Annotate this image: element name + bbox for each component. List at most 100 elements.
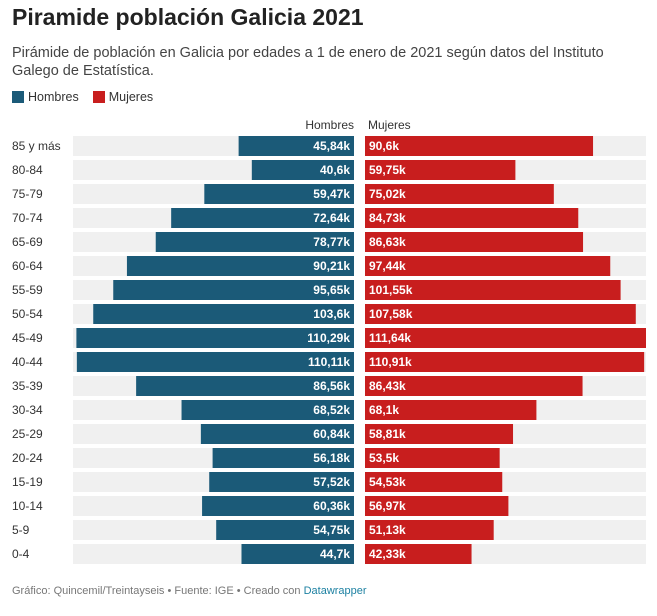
bar-hombres-15-19 xyxy=(209,472,354,492)
category-label-70-74: 70-74 xyxy=(12,211,43,225)
bar-hombres-0-4 xyxy=(241,544,354,564)
value-label-mujeres-50-54: 107,58k xyxy=(369,307,413,321)
category-label-5-9: 5-9 xyxy=(12,523,30,537)
bar-hombres-50-54 xyxy=(93,304,355,324)
bar-mujeres-60-64 xyxy=(365,256,611,276)
value-label-hombres-15-19: 57,52k xyxy=(313,475,350,489)
value-label-mujeres-45-49: 111,64k xyxy=(369,331,411,345)
category-label-85-y-m-s: 85 y más xyxy=(12,139,61,153)
bar-mujeres-5-9 xyxy=(365,520,494,540)
category-label-35-39: 35-39 xyxy=(12,379,43,393)
value-label-mujeres-35-39: 86,43k xyxy=(369,379,406,393)
bar-mujeres-85-y-m-s xyxy=(365,136,594,156)
bar-mujeres-10-14 xyxy=(365,496,509,516)
bar-mujeres-0-4 xyxy=(365,544,472,564)
category-label-80-84: 80-84 xyxy=(12,163,43,177)
bar-mujeres-80-84 xyxy=(365,160,516,180)
bar-mujeres-25-29 xyxy=(365,424,514,444)
value-label-mujeres-60-64: 97,44k xyxy=(369,259,406,273)
value-label-hombres-20-24: 56,18k xyxy=(313,451,350,465)
legend-label-hombres: Hombres xyxy=(28,90,79,104)
value-label-hombres-0-4: 44,7k xyxy=(320,547,350,561)
category-label-30-34: 30-34 xyxy=(12,403,43,417)
value-label-mujeres-10-14: 56,97k xyxy=(369,499,406,513)
bar-mujeres-45-49 xyxy=(365,328,646,348)
value-label-mujeres-85-y-m-s: 90,6k xyxy=(369,139,399,153)
category-label-15-19: 15-19 xyxy=(12,475,43,489)
bar-hombres-25-29 xyxy=(200,424,354,444)
category-label-25-29: 25-29 xyxy=(12,427,43,441)
bar-mujeres-65-69 xyxy=(365,232,584,252)
category-label-60-64: 60-64 xyxy=(12,259,43,273)
bar-hombres-45-49 xyxy=(76,328,354,348)
value-label-mujeres-5-9: 51,13k xyxy=(369,523,406,537)
chart-subtitle: Pirámide de población en Galicia por eda… xyxy=(12,45,604,79)
legend-swatch-hombres xyxy=(12,91,24,103)
value-label-mujeres-25-29: 58,81k xyxy=(369,427,406,441)
bar-mujeres-70-74 xyxy=(365,208,579,228)
value-label-hombres-50-54: 103,6k xyxy=(313,307,350,321)
value-label-mujeres-75-79: 75,02k xyxy=(369,187,406,201)
category-label-50-54: 50-54 xyxy=(12,307,43,321)
value-label-hombres-35-39: 86,56k xyxy=(313,379,350,393)
value-label-hombres-25-29: 60,84k xyxy=(313,427,350,441)
category-label-65-69: 65-69 xyxy=(12,235,43,249)
category-label-40-44: 40-44 xyxy=(12,355,43,369)
bar-mujeres-20-24 xyxy=(365,448,500,468)
bar-hombres-75-79 xyxy=(204,184,354,204)
legend-label-mujeres: Mujeres xyxy=(108,90,154,104)
bar-mujeres-35-39 xyxy=(365,376,583,396)
value-label-mujeres-65-69: 86,63k xyxy=(369,235,406,249)
bar-hombres-20-24 xyxy=(212,448,354,468)
bar-hombres-35-39 xyxy=(136,376,354,396)
bar-hombres-85-y-m-s xyxy=(238,136,354,156)
bar-hombres-5-9 xyxy=(216,520,354,540)
legend-swatch-mujeres xyxy=(92,91,105,103)
value-label-mujeres-30-34: 68,1k xyxy=(369,403,399,417)
value-label-mujeres-15-19: 54,53k xyxy=(369,475,406,489)
category-label-0-4: 0-4 xyxy=(12,547,30,561)
value-label-hombres-10-14: 60,36k xyxy=(313,499,350,513)
value-label-hombres-75-79: 59,47k xyxy=(313,187,350,201)
column-header-mujeres: Mujeres xyxy=(368,118,411,132)
bar-hombres-10-14 xyxy=(202,496,354,516)
legend-item-hombres: Hombres xyxy=(12,90,79,104)
value-label-mujeres-80-84: 59,75k xyxy=(369,163,406,177)
bar-mujeres-40-44 xyxy=(365,352,645,372)
bar-hombres-70-74 xyxy=(171,208,354,228)
value-label-hombres-65-69: 78,77k xyxy=(313,235,350,249)
bar-hombres-65-69 xyxy=(155,232,354,252)
datawrapper-link[interactable]: Datawrapper xyxy=(303,585,367,597)
value-label-mujeres-0-4: 42,33k xyxy=(369,547,406,561)
category-label-10-14: 10-14 xyxy=(12,499,43,513)
bar-hombres-40-44 xyxy=(76,352,354,372)
value-label-mujeres-20-24: 53,5k xyxy=(369,451,399,465)
value-label-hombres-30-34: 68,52k xyxy=(313,403,350,417)
bar-mujeres-15-19 xyxy=(365,472,503,492)
category-label-75-79: 75-79 xyxy=(12,187,43,201)
bar-mujeres-30-34 xyxy=(365,400,537,420)
footer-credits: Gráfico: Quincemil/Treintayseis • Fuente… xyxy=(12,585,304,597)
population-pyramid-chart: Hombres Mujeres 85 y más 45,84k 90,6k 80-84 40… xyxy=(12,118,646,564)
value-label-mujeres-40-44: 110,91k xyxy=(369,355,412,369)
column-header-hombres: Hombres xyxy=(305,118,354,132)
bar-hombres-30-34 xyxy=(181,400,354,420)
value-label-hombres-45-49: 110,29k xyxy=(307,331,350,345)
value-label-hombres-70-74: 72,64k xyxy=(313,211,350,225)
bar-mujeres-55-59 xyxy=(365,280,621,300)
chart-title: Piramide población Galicia 2021 xyxy=(12,4,364,30)
footer: Gráfico: Quincemil/Treintayseis • Fuente… xyxy=(12,585,367,597)
value-label-hombres-55-59: 95,65k xyxy=(313,283,350,297)
value-label-hombres-85-y-m-s: 45,84k xyxy=(313,139,350,153)
bar-hombres-60-64 xyxy=(126,256,354,276)
category-label-55-59: 55-59 xyxy=(12,283,43,297)
value-label-hombres-40-44: 110,11k xyxy=(308,355,350,369)
value-label-hombres-60-64: 90,21k xyxy=(313,259,350,273)
bar-mujeres-50-54 xyxy=(365,304,636,324)
category-label-20-24: 20-24 xyxy=(12,451,43,465)
category-label-45-49: 45-49 xyxy=(12,331,43,345)
bar-mujeres-75-79 xyxy=(365,184,554,204)
legend-item-mujeres: Mujeres xyxy=(92,90,154,104)
value-label-hombres-80-84: 40,6k xyxy=(320,163,350,177)
value-label-mujeres-70-74: 84,73k xyxy=(369,211,406,225)
